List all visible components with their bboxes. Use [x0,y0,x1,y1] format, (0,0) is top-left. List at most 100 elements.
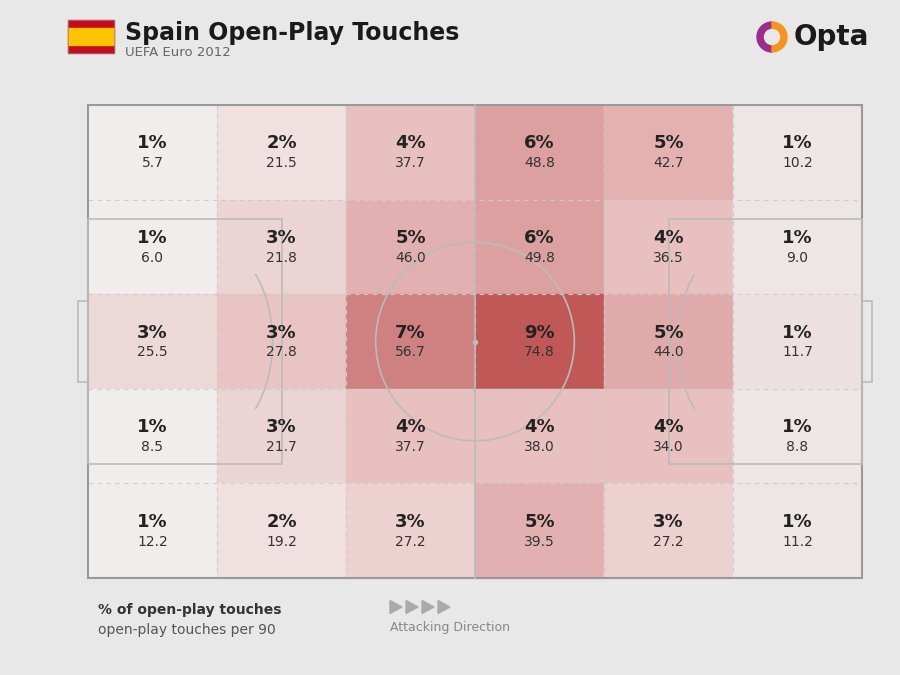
Bar [346,294,475,389]
Text: 11.2: 11.2 [782,535,813,549]
Text: 42.7: 42.7 [653,157,684,170]
Text: 9%: 9% [524,323,554,342]
Text: 1%: 1% [782,323,813,342]
Text: 4%: 4% [653,229,684,247]
Text: 5%: 5% [395,229,426,247]
Text: 19.2: 19.2 [266,535,297,549]
Text: 2%: 2% [266,134,297,153]
Bar [88,389,217,483]
Bar [217,105,346,200]
Text: 4%: 4% [395,418,426,436]
Text: 56.7: 56.7 [395,346,426,360]
Polygon shape [422,601,434,614]
Text: 27.2: 27.2 [395,535,426,549]
Text: 3%: 3% [266,323,297,342]
Text: Attacking Direction: Attacking Direction [390,620,510,634]
Bar [669,219,862,464]
Text: 39.5: 39.5 [524,535,555,549]
Text: 1%: 1% [782,134,813,153]
Text: 1%: 1% [137,134,167,153]
Text: 37.7: 37.7 [395,157,426,170]
Text: 5%: 5% [653,134,684,153]
Text: Spain Open-Play Touches: Spain Open-Play Touches [125,21,459,45]
Bar [217,483,346,578]
Text: 27.2: 27.2 [653,535,684,549]
Text: 36.5: 36.5 [653,251,684,265]
Polygon shape [438,601,450,614]
Circle shape [764,30,779,45]
Polygon shape [406,601,418,614]
Wedge shape [757,22,772,52]
Text: 38.0: 38.0 [524,440,555,454]
Bar [88,105,862,578]
Text: 1%: 1% [137,229,167,247]
Text: 4%: 4% [524,418,554,436]
Text: 21.7: 21.7 [266,440,297,454]
Text: 3%: 3% [395,513,426,531]
Bar [604,294,733,389]
Text: 1%: 1% [782,513,813,531]
Text: 12.2: 12.2 [137,535,168,549]
Bar [733,389,862,483]
Bar [88,200,217,294]
Bar [604,483,733,578]
Text: 4%: 4% [653,418,684,436]
Bar [78,301,88,381]
Text: % of open-play touches: % of open-play touches [98,603,282,617]
Text: 25.5: 25.5 [137,346,167,360]
Bar [862,301,872,381]
Bar [604,200,733,294]
Bar [475,105,604,200]
Text: 1%: 1% [137,513,167,531]
Bar [733,200,862,294]
Bar [475,200,604,294]
Wedge shape [772,22,787,52]
Text: 8.5: 8.5 [141,440,164,454]
Bar [733,105,862,200]
Text: 10.2: 10.2 [782,157,813,170]
Bar [604,105,733,200]
Bar [68,20,114,53]
Text: 74.8: 74.8 [524,346,555,360]
Text: 3%: 3% [653,513,684,531]
Bar [346,200,475,294]
Text: 5%: 5% [524,513,554,531]
Text: 44.0: 44.0 [653,346,684,360]
Text: 7%: 7% [395,323,426,342]
Text: 46.0: 46.0 [395,251,426,265]
Bar [217,200,346,294]
Text: 37.7: 37.7 [395,440,426,454]
Bar [88,219,282,464]
Bar [733,483,862,578]
Bar [88,105,862,578]
Text: open-play touches per 90: open-play touches per 90 [98,623,275,637]
Text: 2%: 2% [266,513,297,531]
Bar [88,294,217,389]
Text: 11.7: 11.7 [782,346,813,360]
Text: 9.0: 9.0 [787,251,808,265]
Bar [346,389,475,483]
Bar [68,20,114,53]
Text: 3%: 3% [137,323,167,342]
Text: 8.8: 8.8 [787,440,808,454]
Text: 21.5: 21.5 [266,157,297,170]
Text: 6.0: 6.0 [141,251,164,265]
Bar [733,294,862,389]
Text: 49.8: 49.8 [524,251,555,265]
Bar [346,105,475,200]
Text: 21.8: 21.8 [266,251,297,265]
Bar [475,294,604,389]
Bar [217,389,346,483]
Bar [217,294,346,389]
Text: 6%: 6% [524,134,554,153]
Text: 5.7: 5.7 [141,157,164,170]
Text: 6%: 6% [524,229,554,247]
Text: 48.8: 48.8 [524,157,555,170]
Bar [604,389,733,483]
Bar [88,105,217,200]
Text: 3%: 3% [266,418,297,436]
Text: 34.0: 34.0 [653,440,684,454]
Bar [346,483,475,578]
Text: 1%: 1% [137,418,167,436]
Text: UEFA Euro 2012: UEFA Euro 2012 [125,45,230,59]
